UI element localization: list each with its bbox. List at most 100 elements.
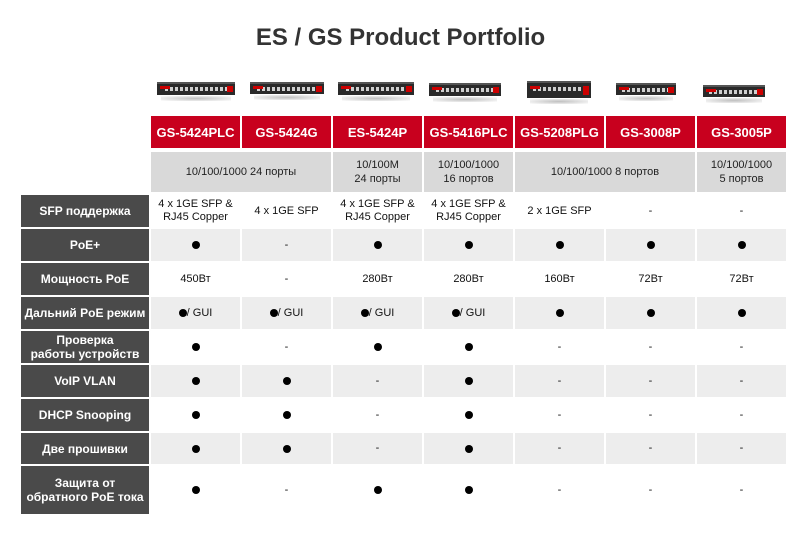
table-cell: - xyxy=(284,483,289,496)
table-cell: - xyxy=(648,483,653,496)
bullet-icon xyxy=(360,309,369,317)
table-cell xyxy=(424,466,513,514)
table-cell xyxy=(515,229,604,261)
column-header-gs-5416plc: GS-5416PLC xyxy=(424,116,513,148)
bullet-icon xyxy=(464,444,473,453)
bullet-icon xyxy=(282,444,291,453)
table-cell: 2 x 1GE SFP xyxy=(527,204,592,217)
table-cell: 72Вт xyxy=(638,272,663,285)
switch-image xyxy=(157,82,235,101)
bullet-icon xyxy=(191,444,200,453)
table-cell xyxy=(515,297,604,329)
table-cell: / GUI xyxy=(151,297,240,329)
bullet-icon xyxy=(269,309,278,317)
table-cell: 4 x 1GE SFP & RJ45 Copper xyxy=(431,198,506,223)
table-cell: - xyxy=(333,433,422,464)
bullet-icon xyxy=(451,309,460,317)
table-cell: - xyxy=(242,229,331,261)
column-header-gs-5424plc: GS-5424PLC xyxy=(151,116,240,148)
bullet-icon xyxy=(464,343,473,351)
table-cell: - xyxy=(648,340,653,353)
table-cell: 450Вт xyxy=(180,272,211,285)
row-label: Дальний PoE режим xyxy=(21,297,149,329)
column-header-gs-5424g: GS-5424G xyxy=(242,116,331,148)
page-title: ES / GS Product Portfolio xyxy=(255,24,546,51)
row-label: Мощность PoE xyxy=(21,263,149,295)
bullet-icon xyxy=(646,241,655,249)
bullet-icon xyxy=(373,486,382,494)
table-cell xyxy=(606,297,695,329)
table-cell xyxy=(151,466,240,514)
row-label: VoIP VLAN xyxy=(21,365,149,397)
table-cell: - xyxy=(333,365,422,397)
port-group-header: 10/100/1000 5 портов xyxy=(697,152,786,192)
bullet-icon xyxy=(464,241,473,249)
switch-image xyxy=(429,83,501,102)
column-header-gs-5208plg: GS-5208PLG xyxy=(515,116,604,148)
table-cell xyxy=(151,229,240,261)
table-cell: - xyxy=(515,433,604,464)
switch-image xyxy=(527,81,591,104)
bullet-icon xyxy=(282,377,291,385)
table-cell: - xyxy=(515,365,604,397)
bullet-icon xyxy=(555,241,564,249)
bullet-icon xyxy=(373,241,382,249)
table-cell xyxy=(333,466,422,514)
table-cell: - xyxy=(284,272,289,285)
bullet-icon xyxy=(191,486,200,494)
port-group-header: 10/100/1000 8 портов xyxy=(515,152,695,192)
table-cell: / GUI xyxy=(242,297,331,329)
table-cell: / GUI xyxy=(424,297,513,329)
port-group-header: 10/100/1000 24 порты xyxy=(151,152,331,192)
row-label: DHCP Snooping xyxy=(21,399,149,431)
row-label: Защита от обратного PoE тока xyxy=(21,466,149,514)
bullet-icon xyxy=(282,411,291,419)
bullet-icon xyxy=(191,241,200,249)
bullet-icon xyxy=(464,411,473,419)
bullet-icon xyxy=(464,486,473,494)
table-cell: 4 x 1GE SFP xyxy=(254,204,319,217)
switch-image xyxy=(338,82,414,101)
column-header-gs-3005p: GS-3005P xyxy=(697,116,786,148)
switch-image xyxy=(250,82,324,100)
bullet-icon xyxy=(646,309,655,317)
table-cell: - xyxy=(648,408,653,421)
table-cell: - xyxy=(697,433,786,464)
row-label: Две прошивки xyxy=(21,433,149,464)
table-cell xyxy=(151,433,240,464)
port-group-header: 10/100/1000 16 портов xyxy=(424,152,513,192)
table-cell: 280Вт xyxy=(453,272,484,285)
table-cell xyxy=(151,365,240,397)
row-label: SFP поддержка xyxy=(21,195,149,227)
table-cell: - xyxy=(606,433,695,464)
bullet-icon xyxy=(555,309,564,317)
table-cell: 280Вт xyxy=(362,272,393,285)
table-cell: - xyxy=(557,408,562,421)
table-cell: - xyxy=(284,340,289,353)
bullet-icon xyxy=(464,377,473,385)
bullet-icon xyxy=(178,309,187,317)
table-cell xyxy=(424,399,513,431)
table-cell: / GUI xyxy=(333,297,422,329)
table-cell xyxy=(242,433,331,464)
table-cell: 4 x 1GE SFP & RJ45 Copper xyxy=(158,198,233,223)
table-cell: - xyxy=(739,408,744,421)
table-cell xyxy=(697,229,786,261)
table-cell: 4 x 1GE SFP & RJ45 Copper xyxy=(340,198,415,223)
bullet-icon xyxy=(373,343,382,351)
table-cell xyxy=(424,365,513,397)
bullet-icon xyxy=(737,309,746,317)
table-cell xyxy=(424,331,513,363)
column-header-es-5424p: ES-5424P xyxy=(333,116,422,148)
table-cell: - xyxy=(739,340,744,353)
row-label: Проверка работы устройств xyxy=(21,331,149,363)
table-cell xyxy=(151,399,240,431)
table-cell xyxy=(424,229,513,261)
table-cell: - xyxy=(648,204,653,217)
bullet-icon xyxy=(191,343,200,351)
table-cell xyxy=(151,331,240,363)
table-cell xyxy=(333,331,422,363)
port-group-header: 10/100M 24 порты xyxy=(333,152,422,192)
table-cell: 160Вт xyxy=(544,272,575,285)
bullet-icon xyxy=(191,377,200,385)
